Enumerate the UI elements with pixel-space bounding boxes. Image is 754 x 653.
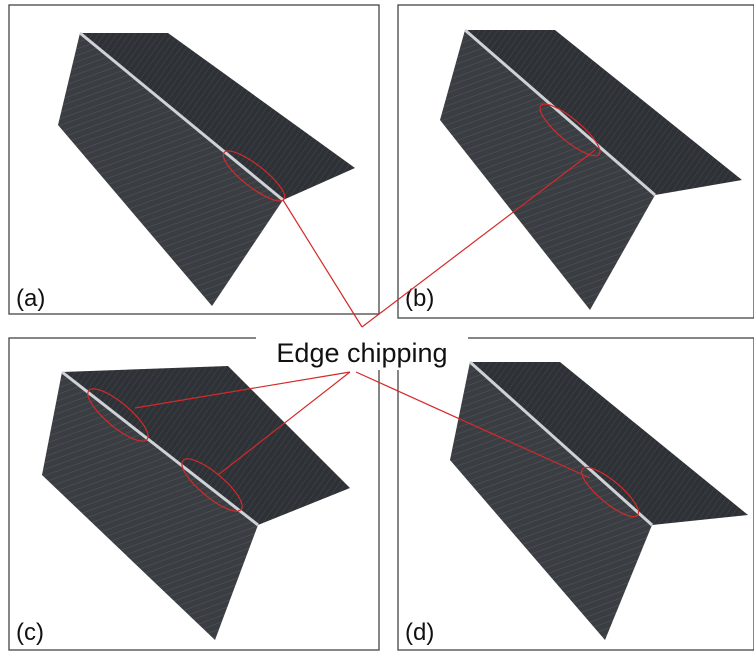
leader-line (283, 200, 362, 327)
panel-b: (b) (398, 5, 754, 318)
panel-label: (d) (405, 619, 434, 646)
panel-label: (b) (405, 285, 434, 312)
panel-label: (c) (16, 619, 44, 646)
panel-a: (a) (9, 5, 379, 314)
panel-d: (d) (398, 338, 754, 650)
panel-label: (a) (16, 285, 45, 312)
figure: (a) (b) (c) (d) Edge chipping (0, 0, 754, 653)
panel-c: (c) (9, 338, 379, 650)
annotation: Edge chipping (276, 338, 447, 368)
